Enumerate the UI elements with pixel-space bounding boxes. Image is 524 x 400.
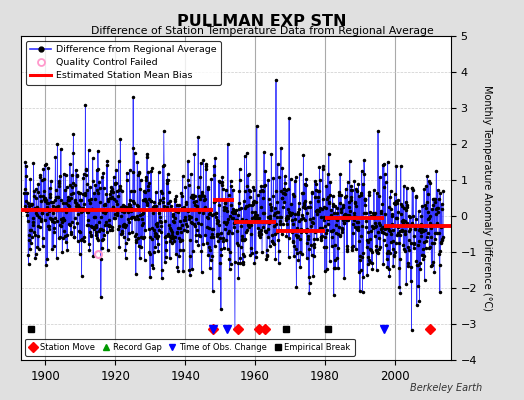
Y-axis label: Monthly Temperature Anomaly Difference (°C): Monthly Temperature Anomaly Difference (… bbox=[483, 85, 493, 311]
Text: Difference of Station Temperature Data from Regional Average: Difference of Station Temperature Data f… bbox=[91, 26, 433, 36]
Text: Berkeley Earth: Berkeley Earth bbox=[410, 383, 482, 393]
Text: PULLMAN EXP STN: PULLMAN EXP STN bbox=[177, 14, 347, 29]
Legend: Station Move, Record Gap, Time of Obs. Change, Empirical Break: Station Move, Record Gap, Time of Obs. C… bbox=[25, 338, 355, 356]
